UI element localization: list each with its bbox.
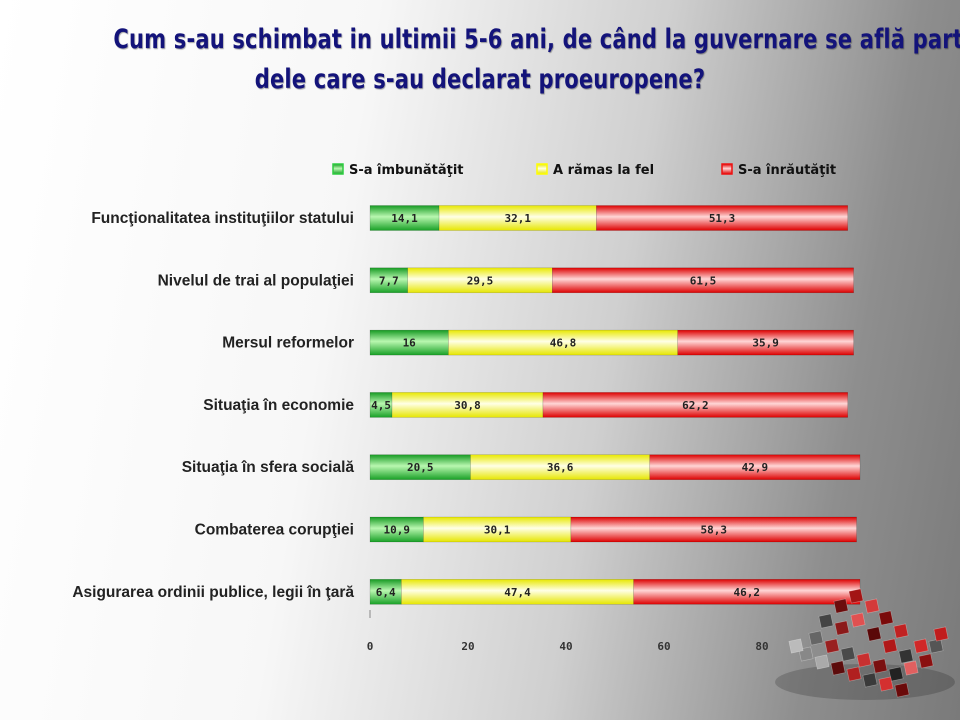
legend-swatch [536, 163, 548, 175]
data-label: 20,5 [407, 461, 434, 474]
data-label: 35,9 [752, 337, 779, 350]
data-label: 32,1 [504, 212, 531, 225]
bar-segment [369, 205, 440, 231]
bar-segment [552, 267, 854, 294]
bar-segment [407, 267, 553, 294]
mosaic-tile [830, 660, 846, 676]
data-label: 36,6 [547, 461, 574, 474]
category-label: Mersul reformelor [222, 335, 354, 352]
bar-segment [596, 205, 848, 231]
mosaic-tile [866, 626, 882, 642]
bar-segment [369, 329, 449, 356]
mosaic-tile [888, 666, 904, 682]
bar-segment [369, 267, 408, 294]
legend-label: A rămas la fel [553, 163, 654, 178]
decorative-mosaic [775, 588, 955, 700]
mosaic-tile [933, 626, 949, 642]
mosaic-tile [882, 638, 898, 654]
mosaic-tile [864, 598, 880, 614]
mosaic-tile [898, 648, 914, 664]
data-label: 30,8 [454, 399, 481, 412]
mosaic-tile [818, 613, 834, 629]
mosaic-tile [856, 652, 872, 668]
bar-segment [570, 516, 857, 543]
mosaic-tile [872, 658, 888, 674]
page-title: Cum s-au schimbat in ultimii 5-6 ani, de… [113, 20, 960, 100]
mosaic-tile [834, 620, 850, 636]
data-label: 10,9 [383, 524, 410, 537]
data-label: 30,1 [484, 524, 511, 537]
title-line-1: Cum s-au schimbat in ultimii 5-6 ani, de… [113, 24, 960, 55]
category-label: Nivelul de trai al populaţiei [158, 272, 354, 289]
mosaic-tile [840, 646, 856, 662]
mosaic-tile [814, 654, 830, 670]
bar-segment [423, 516, 572, 543]
data-label: 16 [403, 337, 417, 350]
x-tick-label: 40 [559, 640, 572, 653]
bar-segment [649, 454, 861, 480]
bar-segment [677, 329, 854, 356]
mosaic-tile [846, 666, 862, 682]
bar-segment [369, 579, 402, 605]
bar-segment [401, 579, 634, 605]
mosaic-tile [878, 676, 894, 692]
category-label: Funcţionalitatea instituţiilor statului [91, 210, 354, 227]
mosaic-tile [893, 623, 909, 639]
mosaic-tile [894, 682, 910, 698]
bar-segment [391, 392, 544, 418]
category-label: Asigurarea ordinii publice, legii în ţar… [72, 584, 354, 601]
legend-swatch [721, 163, 733, 175]
mosaic-tile [918, 653, 934, 669]
mosaic-tile [913, 638, 929, 654]
mosaic-tile [862, 672, 878, 688]
data-label: 62,2 [682, 399, 709, 412]
data-label: 14,1 [391, 212, 418, 225]
mosaic-tile [878, 610, 894, 626]
data-label: 51,3 [709, 212, 736, 225]
bar-segment [470, 454, 651, 480]
mosaic-tile [808, 630, 824, 646]
legend-label: S-a îmbunătăţit [349, 163, 464, 178]
category-label: Situaţia în economie [203, 397, 354, 414]
x-tick-label: 80 [755, 640, 768, 653]
legend-label: S-a înrăutăţit [738, 163, 836, 178]
data-label: 7,7 [379, 274, 399, 287]
mosaic-tile [833, 598, 849, 614]
title-line-2: dele care s-au declarat proeuropene? [254, 64, 706, 95]
mosaic-tile [848, 588, 864, 604]
data-label: 4,5 [371, 399, 391, 412]
bar-segment [369, 516, 424, 543]
bar-segment [542, 392, 848, 418]
mosaic-tile [850, 612, 866, 628]
x-tick-label: 60 [657, 640, 670, 653]
mosaic-tile [824, 638, 840, 654]
data-label: 42,9 [742, 461, 769, 474]
mosaic-tile [788, 638, 804, 654]
bars-group: Funcţionalitatea instituţiilor statului 1… [72, 205, 861, 605]
mosaic-tile [903, 660, 919, 676]
mosaic-tile [928, 638, 944, 654]
x-axis: 0 20 40 60 80 [367, 610, 769, 653]
data-label: 61,5 [690, 274, 717, 287]
x-tick-label: 0 [367, 640, 374, 653]
data-label: 46,2 [734, 586, 761, 599]
category-label: Situaţia în sfera socială [182, 459, 355, 476]
bar-segment [448, 329, 678, 356]
chart-legend: S-a îmbunătăţit A rămas la fel S-a înrăută… [332, 163, 836, 178]
legend-swatch [332, 163, 344, 175]
data-label: 46,8 [550, 337, 577, 350]
data-label: 29,5 [467, 274, 494, 287]
data-label: 6,4 [376, 586, 396, 599]
data-label: 58,3 [700, 524, 727, 537]
data-label: 47,4 [504, 586, 531, 599]
category-label: Combaterea corupţiei [195, 522, 354, 539]
x-tick-label: 20 [461, 640, 474, 653]
